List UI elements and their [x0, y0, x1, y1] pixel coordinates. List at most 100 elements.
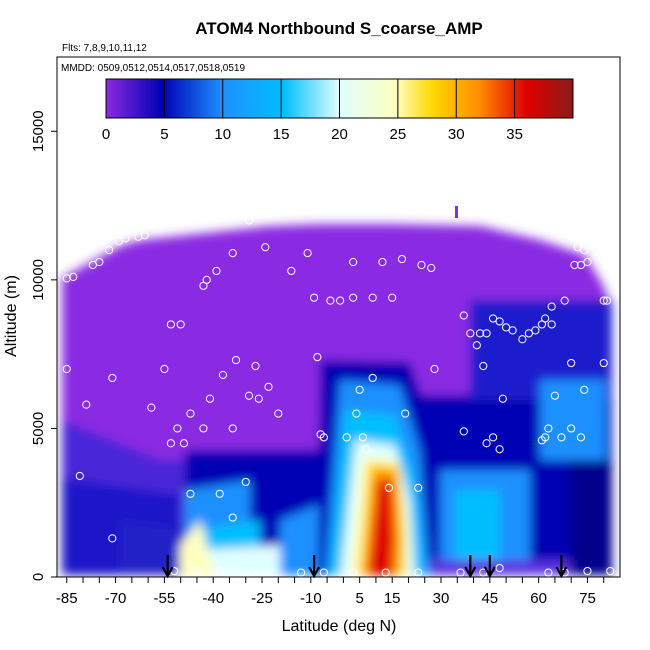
sample-point	[241, 477, 250, 487]
colorbar-tick-label: 35	[506, 126, 523, 143]
sample-point	[518, 335, 527, 344]
sample-point	[261, 243, 270, 252]
sample-point	[192, 566, 202, 576]
sample-point	[303, 249, 312, 258]
heatmap-region	[120, 520, 190, 575]
sample-point	[495, 317, 504, 326]
sample-point	[384, 483, 394, 492]
sample-point	[472, 341, 481, 350]
x-tick-label: -70	[105, 590, 127, 607]
sample-point	[368, 293, 377, 302]
sample-point	[108, 534, 117, 543]
sample-point	[362, 445, 371, 454]
heatmap-region	[540, 380, 605, 460]
dates-note: MMDD: 0509,0512,0514,0517,0518,0519	[61, 63, 245, 74]
sample-point	[414, 483, 423, 492]
sample-point	[495, 563, 504, 573]
sample-point	[218, 370, 228, 380]
heatmap-region	[455, 490, 500, 560]
sample-point	[479, 361, 488, 371]
colorbar-tick-label: 10	[214, 126, 231, 143]
x-tick-label: 75	[579, 590, 596, 607]
sample-point	[602, 296, 612, 305]
sample-point	[244, 216, 254, 225]
y-axis: 0 5000 10000 15000	[30, 110, 57, 581]
sample-point	[313, 353, 322, 362]
sample-point	[349, 257, 358, 267]
sample-point	[114, 237, 123, 246]
sample-point	[212, 266, 221, 276]
sample-point	[576, 260, 586, 270]
colorbar-tick-label: 30	[448, 126, 465, 143]
sample-point	[547, 320, 556, 329]
sample-point	[583, 566, 592, 576]
heatmap-region	[570, 460, 612, 575]
sample-point	[358, 433, 368, 442]
sample-point	[482, 329, 491, 338]
sample-point	[309, 293, 319, 302]
sample-point	[570, 260, 579, 270]
colorbar-tick-label: 5	[160, 126, 168, 143]
sample-point	[319, 568, 328, 577]
sample-point	[248, 568, 257, 577]
y-tick-label: 0	[30, 573, 47, 581]
sample-point	[430, 364, 439, 374]
sample-point	[199, 424, 208, 433]
sample-point	[606, 566, 615, 576]
sample-point	[228, 424, 237, 433]
sample-point	[495, 445, 504, 454]
sample-point	[599, 358, 608, 368]
sample-point	[166, 320, 176, 329]
x-tick-label: -40	[202, 590, 224, 607]
sample-point	[414, 568, 423, 577]
sample-point	[580, 246, 589, 255]
x-tick-label: -10	[300, 590, 322, 607]
sample-point	[456, 568, 465, 577]
sample-point	[95, 257, 104, 267]
flight-arrow	[555, 555, 568, 579]
sample-point	[427, 263, 436, 273]
colorbar-tick-label: 15	[273, 126, 290, 143]
sample-point	[336, 296, 345, 305]
sample-point	[186, 489, 195, 498]
sample-point	[274, 409, 283, 418]
sample-point	[573, 243, 582, 252]
sample-point	[215, 489, 224, 498]
sample-point	[580, 385, 589, 394]
sample-point	[147, 403, 156, 412]
sample-point	[186, 409, 195, 418]
sample-point	[381, 568, 390, 577]
sample-point	[251, 361, 260, 371]
x-tick-label: 45	[481, 590, 498, 607]
colorbar: 0 5 10 15 20 25 30 35	[102, 78, 574, 143]
x-tick-label: -85	[56, 590, 78, 607]
y-tick-label: 10000	[30, 259, 47, 301]
sample-point	[397, 254, 407, 264]
heatmap-region	[430, 560, 612, 575]
x-tick-label: 30	[433, 590, 450, 607]
sample-point	[583, 257, 592, 267]
sample-point	[104, 246, 114, 255]
heatmap-field	[62, 206, 612, 575]
colorbar-tick-label: 25	[390, 126, 407, 143]
sample-point	[417, 260, 426, 270]
sample-point	[550, 391, 560, 400]
x-tick-label: -25	[251, 590, 273, 607]
sample-points	[62, 216, 615, 577]
flight-arrows	[161, 555, 568, 579]
y-tick-label: 5000	[30, 412, 47, 445]
sample-point	[199, 281, 208, 290]
sample-point	[576, 433, 586, 442]
flight-arrow	[483, 555, 496, 579]
sample-point	[488, 314, 498, 323]
colorbar-tick-label: 0	[102, 126, 110, 143]
sample-point	[567, 424, 576, 433]
plot-frame	[56, 56, 621, 578]
heatmap-region	[470, 300, 612, 400]
sample-point	[557, 433, 566, 442]
sample-point	[121, 234, 130, 243]
sample-point	[82, 400, 91, 409]
x-axis-label: Latitude (deg N)	[282, 618, 397, 635]
sample-point	[544, 424, 553, 433]
